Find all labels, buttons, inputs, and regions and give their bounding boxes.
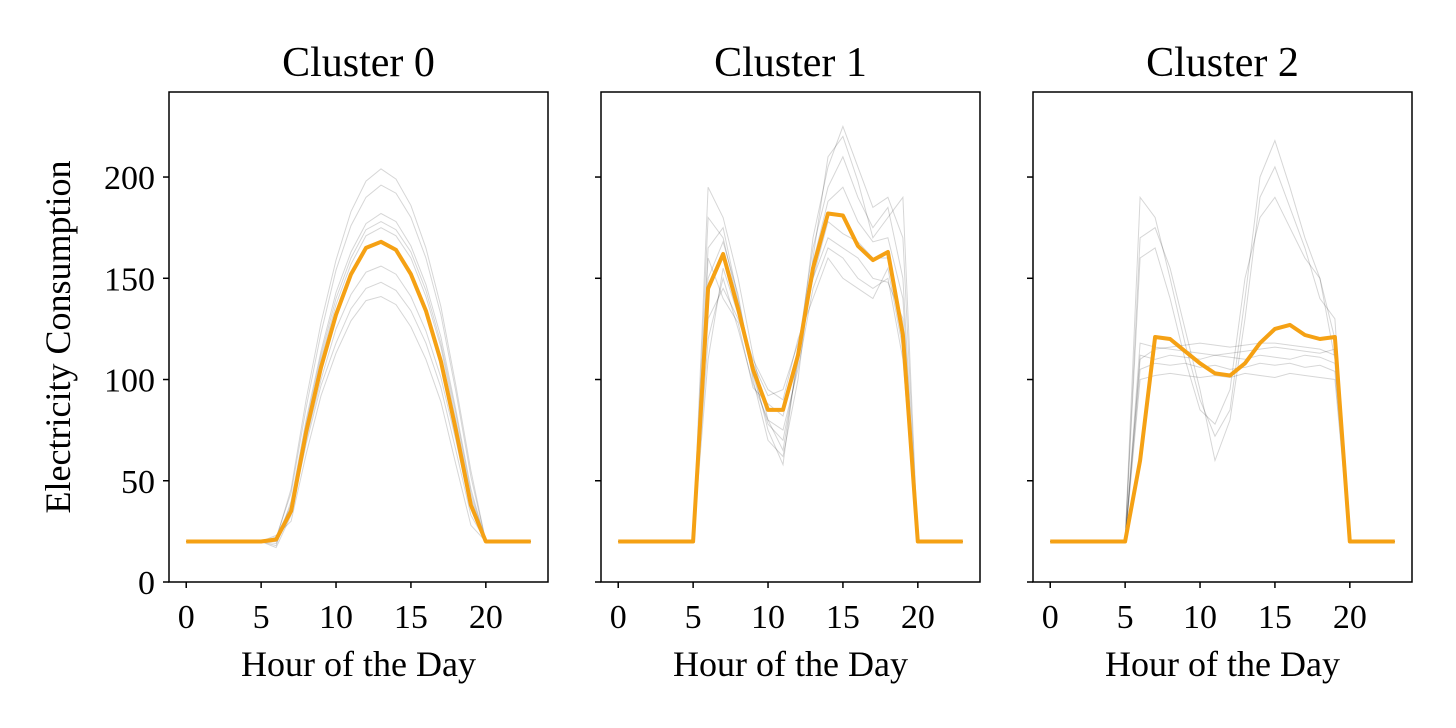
panel-title: Cluster 2 [1146,40,1299,86]
member-line [618,135,963,542]
mean-line [1050,322,1395,544]
member-line [186,281,531,545]
member-line [618,155,963,542]
x-tick-label: 5 [1117,599,1134,636]
panel-cluster-1: Cluster 1 0 5 10 15 20 Hour of the Day [595,40,981,684]
y-tick-label: 0 [138,565,155,602]
member-line [1050,139,1395,542]
x-tick-label: 0 [178,599,195,636]
panel-title: Cluster 1 [714,40,867,86]
x-tick-label: 15 [826,599,860,636]
y-tick-label: 150 [104,261,155,298]
y-tick-label: 200 [104,160,155,197]
panel-title: Cluster 0 [282,40,435,86]
x-tick-label: 15 [1258,599,1292,636]
member-line [186,168,531,542]
x-tick-label: 15 [394,599,428,636]
x-tick-label: 5 [685,599,702,636]
mean-line [618,211,963,544]
member-line [618,186,963,542]
x-tick-label: 20 [1333,599,1367,636]
x-tick-label: 20 [901,599,935,636]
member-line [186,265,531,549]
y-tick-label: 50 [121,464,155,501]
x-tick-label: 5 [253,599,270,636]
axes-frame [600,91,981,583]
member-line [1050,196,1395,542]
y-axis-label: Electricity Consumption [38,161,78,514]
mean-line [186,239,531,544]
member-line [186,295,531,542]
x-tick-label: 0 [610,599,627,636]
member-line [618,124,963,542]
x-tick-label: 10 [319,599,353,636]
axes-frame [1032,91,1413,583]
x-axis-label: Hour of the Day [1105,644,1340,684]
axes-frame [168,91,549,583]
x-tick-label: 0 [1042,599,1059,636]
y-tick-label: 100 [104,363,155,400]
x-axis-label: Hour of the Day [673,644,908,684]
member-line [186,227,531,542]
member-line [186,221,531,542]
x-tick-label: 20 [469,599,503,636]
x-tick-label: 10 [751,599,785,636]
x-tick-label: 10 [1183,599,1217,636]
x-axis-label: Hour of the Day [241,644,476,684]
panel-cluster-2: Cluster 2 0 5 10 15 20 Hour of the Day [1027,40,1413,684]
